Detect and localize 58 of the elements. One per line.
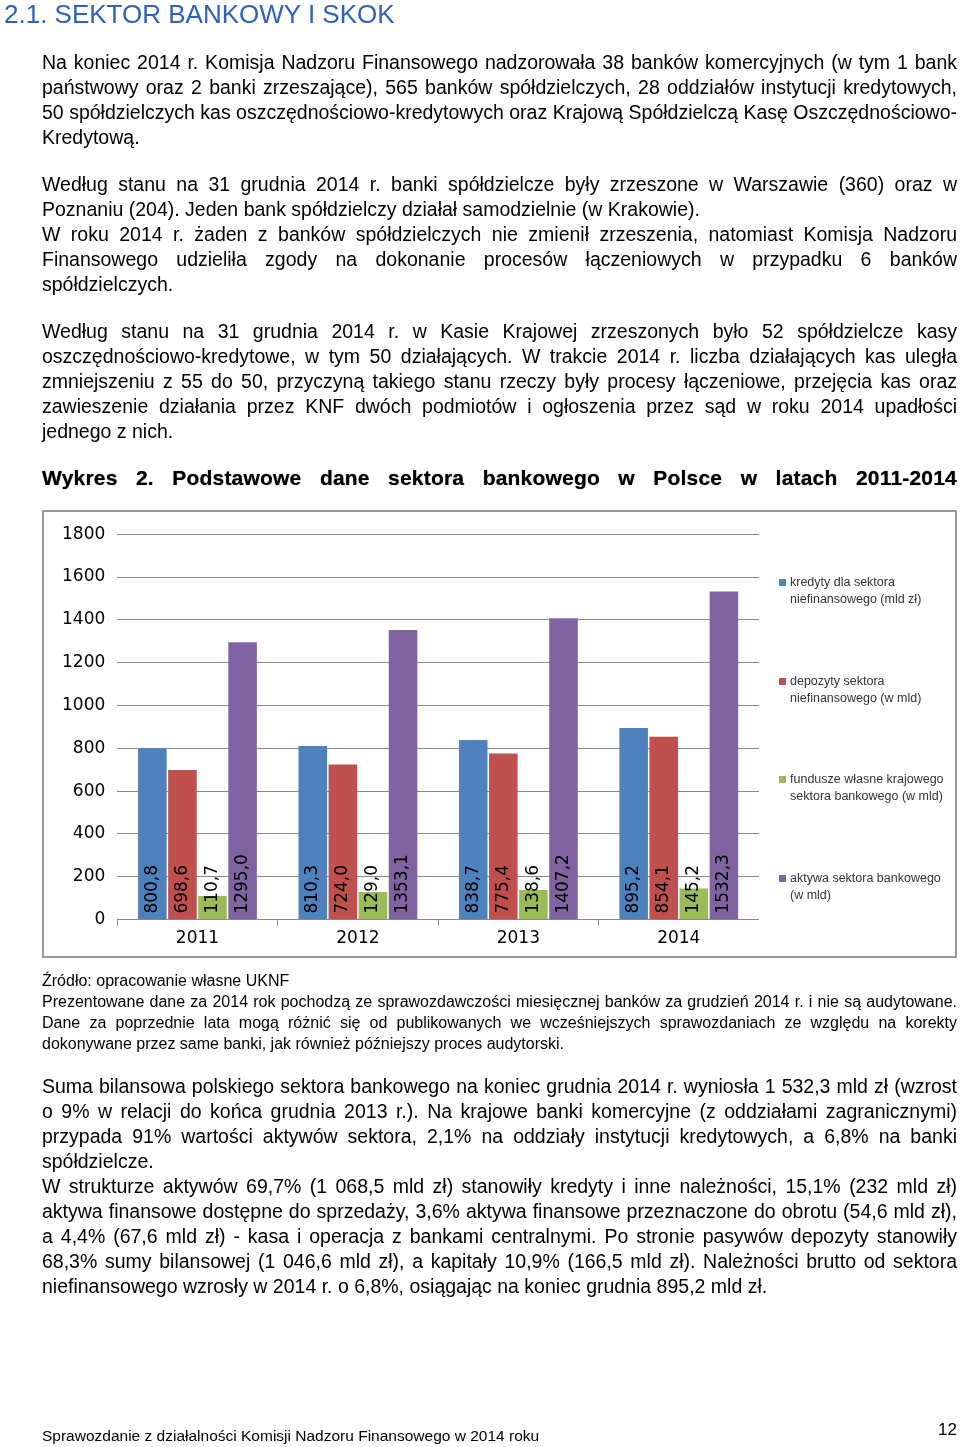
bar (458, 740, 488, 920)
data-label: 1407,2 (551, 854, 572, 914)
data-label: 1353,1 (391, 854, 412, 914)
y-tick-label: 1000 (62, 693, 106, 714)
text: Źródło: opracowanie własne UKNF (42, 970, 291, 991)
data-label: 724,0 (331, 864, 352, 914)
text: 12 (938, 1420, 957, 1440)
bar (298, 746, 328, 920)
y-tick-label: 600 (72, 779, 106, 800)
data-label: 1295,0 (231, 854, 252, 914)
data-label: 698,6 (170, 864, 191, 914)
text: Na koniec 2014 r. Komisja Nadzoru Finansowego nadzorowała 38 banków komercyjnych (w tym 1 bank państwowy oraz 2 banki zrzeszające), 565 banków spółdzielczych, 28 oddziałów instytucji kredytowych, 50 spółdzielczych kas oszczędnościowo-kredytowych oraz Krajową Spółdzielczą Kasę Oszczędnościowo-Kredytową. (42, 50, 957, 150)
data-label: 138,6 (521, 864, 542, 914)
bar (328, 764, 358, 920)
data-label: 800,8 (140, 864, 161, 914)
data-label: 810,3 (301, 864, 322, 914)
bar (388, 629, 418, 920)
x-tick-label: 2011 (175, 927, 220, 948)
y-tick-label: 800 (72, 736, 106, 757)
data-label: 1532,3 (712, 854, 733, 914)
legend-label: aktywa sektora bankowego (w mld) (790, 869, 942, 904)
legend-label: kredyty dla sektora niefinansowego (mld zł) (790, 574, 923, 609)
y-tick-label: 0 (94, 908, 106, 929)
data-label: 838,7 (461, 864, 482, 914)
data-label: 775,4 (491, 864, 512, 914)
text: Według stanu na 31 grudnia 2014 r. w Kasie Krajowej zrzeszonych było 52 spółdzielcze kasy oszczędnościowo-kredytowe, w tym 50 działających. W trakcie 2014 r. liczba działających kas uległa zmniejszeniu z 55 do 50, przyczyną takiego stanu rzeczy były procesy łączeniowe, przejęcia kas oraz zawieszenie działania przez KNF dwóch podmiotów i ogłoszenia przez sąd w roku 2014 upadłości jednego z nich. (42, 319, 957, 444)
bar (489, 753, 518, 920)
text: Prezentowane dane za 2014 rok pochodzą ze sprawozdawczości miesięcznej banków za grudzień 2014 r. i nie są audytowane. Dane za poprzednie lata mogą różnić się od publikowanych we wcześniejszych sprawozdaniach ze względu na korekty dokonywane przez same banki, jak również późniejszy proces audytorski. (42, 992, 957, 1054)
y-tick-label: 1800 (62, 522, 106, 543)
legend-label: fundusze własne krajowego sektora bankowego (w mld) (790, 771, 945, 806)
data-label: 854,1 (652, 864, 673, 914)
data-label: 129,0 (361, 864, 382, 914)
bar (228, 642, 257, 920)
bar (709, 591, 739, 920)
text: Według stanu na 31 grudnia 2014 r. banki spółdzielcze były zrzeszone w Warszawie (360) oraz w Poznaniu (204). Jeden bank spółdzielczy działał samodzielnie (w Krakowie). (42, 172, 957, 222)
x-tick-label: 2014 (657, 927, 701, 948)
x-tick-label: 2012 (336, 927, 380, 948)
bar (649, 736, 679, 920)
bar (549, 618, 578, 920)
bar (138, 748, 167, 920)
text: Sprawozdanie z działalności Komisji Nadzoru Finansowego w 2014 roku (42, 1427, 540, 1444)
y-tick-label: 1400 (62, 608, 106, 629)
data-label: 110,7 (200, 864, 221, 914)
bar (168, 770, 197, 920)
chart-title: Wykres 2. Podstawowe dane sektora bankowego w Polsce w latach 2011-2014 (42, 466, 957, 489)
x-tick-label: 2013 (496, 927, 540, 948)
data-label: 895,2 (622, 864, 643, 914)
text: Suma bilansowa polskiego sektora bankowego na koniec grudnia 2014 r. wyniosła 1 532,3 mld zł (wzrost o 9% w relacji do końca grudnia 2013 r.). Na krajowe banki komercyjne (z oddziałami zagranicznymi) przypada 91% wartości aktywów sektora, 2,1% na oddziały instytucji kredytowych, a 6,8% na banki spółdzielcze. (42, 1074, 957, 1174)
text: 2.1. SEKTOR BANKOWY I SKOK (4, 0, 396, 29)
legend-label: depozyty sektora niefinansowego (w mld) (790, 672, 923, 707)
y-tick-label: 200 (72, 865, 106, 886)
y-tick-label: 1200 (62, 651, 106, 672)
y-tick-label: 1600 (62, 565, 106, 586)
bar (619, 727, 648, 920)
data-label: 145,2 (682, 864, 703, 914)
y-tick-label: 400 (72, 822, 106, 843)
text: W roku 2014 r. żaden z banków spółdzielczych nie zmienił zrzeszenia, natomiast Komisja Nadzoru Finansowego udzieliła zgody na dokonanie procesów łączeniowych w przypadku 6 banków spółdzielczych. (42, 222, 957, 297)
text: W strukturze aktywów 69,7% (1 068,5 mld zł) stanowiły kredyty i inne należności, 15,1% (232 mld zł) aktywa finansowe dostępne do sprzedaży, 3,6% aktywa finansowe przeznaczone do obrotu (54,6 mld zł), a 4,4% (67,6 mld zł) - kasa i operacja z bankami centralnymi. Po stronie pasywów depozyty stanowiły 68,3% sumy bilansowej (1 046,6 mld zł), a kapitały 10,9% (166,5 mld zł). Należności brutto od sektora niefinansowego wzrosły w 2014 r. o 6,8%, osiągając na koniec grudnia 895,2 mld zł. (42, 1174, 957, 1299)
